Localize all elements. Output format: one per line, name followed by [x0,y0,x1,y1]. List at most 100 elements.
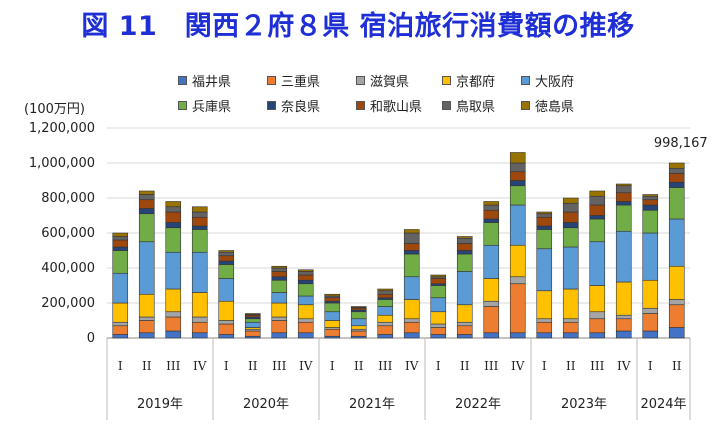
bar-segment [218,334,235,339]
bar-segment [218,278,235,302]
bar-segment [430,334,447,339]
bar-segment [456,325,473,335]
legend-swatch [356,76,365,85]
bar-segment [456,236,473,239]
bar-segment [483,300,500,307]
bar-segment [562,222,579,229]
legend-item: 徳島県 [521,96,574,115]
y-tick-label: 1,000,000 [29,156,95,171]
legend-label: 和歌山県 [370,100,423,115]
bar-segment [615,204,632,232]
bar-segment [642,232,659,281]
legend-item: 京都府 [442,71,495,90]
bar-segment [191,216,208,227]
year-label: 2020年 [243,397,289,412]
bar-segment [191,229,208,253]
bar-segment [589,318,606,334]
bar-segment [483,306,500,334]
x-tick-label: IV [617,359,631,373]
bar-segment [615,192,632,202]
bar-segment [483,218,500,223]
bar-segment [615,230,632,283]
bar-segment [483,278,500,302]
bar-segment [244,330,261,337]
bar-segment [430,327,447,335]
bar-segment [562,227,579,248]
x-tick-label: III [378,359,392,373]
bar-segment [165,316,182,332]
bar-segment [165,311,182,318]
x-tick-label: I [224,359,229,373]
y-tick-label: 0 [87,331,95,346]
legend-item: 奈良県 [267,96,320,115]
bar-segment [430,297,447,313]
bar-segment [165,288,182,313]
bar-segment [191,251,208,293]
bar-segment [324,297,341,302]
bar-segment [403,276,420,300]
bar-segment [509,283,526,334]
y-tick-label: 400,000 [41,261,95,276]
bar-segment [403,299,420,320]
bar-segment [536,229,553,250]
bar-segment [536,213,553,218]
x-tick-label: I [436,359,441,373]
bar-segment [218,264,235,279]
bar-segment [536,321,553,334]
bar-segment [430,311,447,325]
bar-segment [589,195,606,206]
bar-segment [589,332,606,339]
bar-segment [483,222,500,246]
bar-segment [403,318,420,323]
bar-segment [615,314,632,320]
bar-segment [589,218,606,243]
x-tick-label: II [142,359,152,373]
legend-label: 滋賀県 [370,75,410,90]
bar-segment [297,318,314,323]
bar-segment [430,323,447,328]
bar-segment [218,251,235,257]
bar-segment [138,208,155,215]
y-tick-label: 200,000 [41,296,95,311]
bar-segment [589,204,606,216]
bar-segment [668,167,685,174]
bar-segment [536,248,553,292]
bar-segment [615,318,632,332]
bar-segment [615,330,632,339]
x-tick-label: II [354,359,364,373]
x-tick-label: I [648,359,653,373]
bar-segment [112,239,129,248]
year-label: 2023年 [561,397,607,412]
bar-segment [456,304,473,323]
bar-segment [297,295,314,306]
bar-segment [483,204,500,211]
bar-segment [377,290,394,295]
bar-segment [138,293,155,318]
bar-segment [165,251,182,290]
bar-segment [271,267,288,272]
legend-swatch [356,101,365,110]
bar-segment [562,246,579,290]
legend-item: 鳥取県 [442,96,495,115]
y-tick-label: 600,000 [41,226,95,241]
bar-segment [509,185,526,206]
bar-segment [668,187,685,220]
bar-segment [509,244,526,278]
bar-segment [615,201,632,206]
x-tick-label: IV [405,359,419,373]
bar-segment [112,250,129,274]
bar-segment [191,332,208,339]
bar-segment [668,218,685,267]
bar-segment [377,334,394,339]
bar-segment [668,299,685,306]
x-tick-label: IV [299,359,313,373]
legend-item: 三重県 [267,71,320,90]
y-tick-label: 1,200,000 [29,121,95,136]
bar-segment [536,318,553,323]
legend-swatch [267,101,276,110]
bar-segment [165,206,182,213]
bar-segment [430,278,447,285]
bar-segment [138,213,155,243]
bar-segment [138,199,155,209]
